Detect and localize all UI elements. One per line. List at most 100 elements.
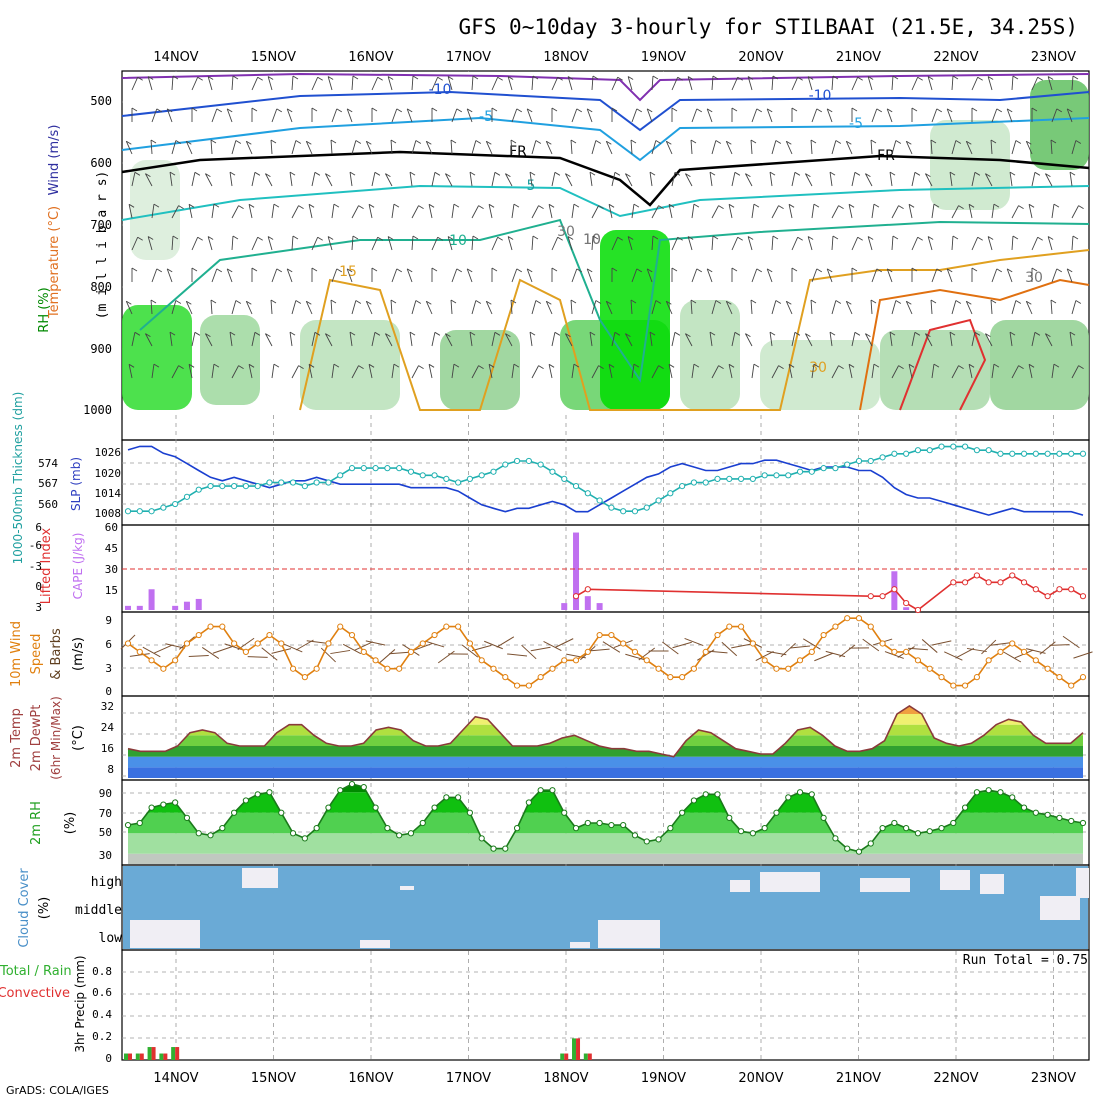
wind10m-barb xyxy=(142,646,161,658)
upper-wind-barb xyxy=(131,237,139,251)
upper-wind-barb-flag xyxy=(494,331,501,336)
date-label-bottom: 16NOV xyxy=(348,1071,393,1086)
upper-wind-barb-flag xyxy=(551,107,558,112)
upper-wind-barb-flag xyxy=(666,140,672,145)
upper-wind-barb xyxy=(311,77,319,91)
wind10m-speed-series-point xyxy=(561,657,568,664)
upper-wind-barb-flag xyxy=(437,76,443,81)
thickness-series-point xyxy=(667,490,674,497)
wind10m-speed-series-point xyxy=(372,657,379,664)
thickness-series-point xyxy=(620,508,627,515)
upper-wind-barb-flag xyxy=(445,333,451,338)
wind10m-speed-series-point xyxy=(431,631,438,639)
upper-wind-barb xyxy=(330,140,333,155)
lifted-index-series-point xyxy=(891,586,898,593)
upper-wind-barb-flag xyxy=(807,236,814,240)
wind10m-barb xyxy=(814,652,834,662)
upper-wind-barb-flag xyxy=(592,235,599,240)
upper-wind-barb xyxy=(245,301,253,315)
upper-wind-barb xyxy=(668,204,673,219)
upper-wind-barb-flag xyxy=(229,331,236,336)
thickness-series-point xyxy=(525,457,532,465)
upper-wind-barb xyxy=(171,205,179,219)
rh-band xyxy=(128,853,1083,864)
upper-wind-barb xyxy=(551,237,559,251)
wind10m-speed-series-point xyxy=(478,657,485,664)
upper-wind-barb-flag xyxy=(668,203,675,208)
upper-wind-barb-flag xyxy=(898,365,904,370)
upper-wind-barb-flag xyxy=(747,76,754,80)
upper-wind-barb-flag xyxy=(1056,268,1063,273)
wind10m-speed-series-point xyxy=(820,631,827,639)
upper-wind-barb xyxy=(831,236,834,251)
upper-wind-barb-flag xyxy=(990,139,997,144)
upper-wind-barb-flag xyxy=(892,75,899,80)
upper-wind-barb-flag xyxy=(308,363,315,368)
upper-wind-barb xyxy=(785,141,793,155)
thickness-series-point xyxy=(136,508,143,515)
upper-wind-barb-flag xyxy=(630,299,637,304)
tick-1000mb: 1000 xyxy=(83,403,112,417)
upper-wind-barb xyxy=(586,108,593,123)
upper-wind-barb xyxy=(665,141,673,155)
wind10m-speed-series-point xyxy=(985,657,992,664)
upper-wind-barb xyxy=(248,204,253,219)
upper-wind-barb-flag xyxy=(1026,300,1032,305)
upper-wind-barb xyxy=(125,141,133,155)
contour-label: 30 xyxy=(1025,270,1043,286)
upper-wind-barb-flag xyxy=(128,363,135,368)
upper-wind-barb xyxy=(769,172,773,187)
upper-wind-barb xyxy=(731,332,736,347)
wind10m-speed-series-point xyxy=(620,640,627,647)
rh2m-series-point xyxy=(1009,794,1016,801)
rh2m-series-point xyxy=(1068,817,1075,825)
date-label-bottom: 17NOV xyxy=(446,1071,491,1086)
upper-wind-barb xyxy=(911,237,919,251)
upper-wind-barb-flag xyxy=(608,203,615,208)
rh2m-series-point xyxy=(867,840,874,847)
wind10m-barb xyxy=(507,653,528,657)
upper-wind-barb-flag xyxy=(816,268,823,273)
upper-wind-barb xyxy=(289,172,293,187)
upper-wind-barb-flag xyxy=(289,331,296,336)
thickness-series-point xyxy=(690,479,698,486)
upper-wind-barb xyxy=(1066,108,1073,123)
upper-wind-barb-flag xyxy=(415,140,422,144)
upper-wind-barb xyxy=(829,172,833,187)
upper-wind-barb xyxy=(1025,141,1033,155)
upper-wind-barb-flag xyxy=(145,333,151,338)
upper-wind-barb-flag xyxy=(406,268,413,273)
upper-wind-barb-flag xyxy=(336,108,343,113)
upper-wind-barb xyxy=(690,300,693,315)
upper-wind-barb xyxy=(390,140,393,155)
upper-wind-barb-flag xyxy=(756,108,763,113)
upper-wind-barb-flag xyxy=(925,173,931,178)
rh-shade-area xyxy=(122,305,192,410)
upper-wind-barb-flag xyxy=(606,300,612,305)
upper-wind-barb xyxy=(390,300,393,315)
upper-wind-barb-flag xyxy=(611,107,618,112)
upper-wind-barb-flag xyxy=(848,203,855,208)
upper-wind-barb xyxy=(169,172,173,187)
wind10m-barb xyxy=(365,640,386,646)
upper-wind-barb-flag xyxy=(186,300,192,305)
wind10m-speed-series-point xyxy=(419,640,426,647)
upper-wind-barb-flag xyxy=(197,76,203,81)
wind10m-speed-series-point xyxy=(584,648,591,655)
upper-wind-barb xyxy=(951,365,959,379)
upper-wind-label: Wind (m/s) xyxy=(47,125,62,196)
upper-wind-barb xyxy=(251,172,256,187)
tick-slp-1014: 1014 xyxy=(95,487,122,500)
upper-wind-barb-flag xyxy=(958,365,964,370)
rh2m-series-point xyxy=(289,830,297,837)
upper-wind-barb-flag xyxy=(137,236,143,241)
rh2m-series-point xyxy=(620,821,627,829)
upper-wind-barb xyxy=(905,141,913,155)
wind10m-barb xyxy=(589,648,610,652)
upper-wind-barb xyxy=(471,140,477,155)
wind10m-barb xyxy=(201,646,220,660)
thickness-series-point xyxy=(124,508,132,515)
upper-wind-barb-flag xyxy=(775,300,782,304)
upper-wind-barb xyxy=(411,300,417,315)
upper-wind-barb-flag xyxy=(728,203,735,208)
